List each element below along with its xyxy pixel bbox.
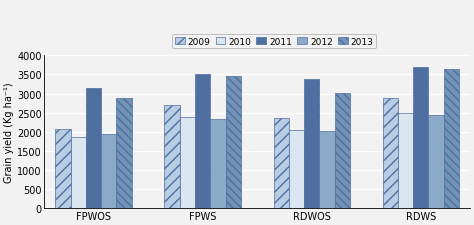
Bar <box>55 129 71 208</box>
Bar <box>273 118 289 208</box>
Bar <box>180 118 195 208</box>
Bar <box>444 70 459 208</box>
Y-axis label: Grain yield (Kg ha⁻¹): Grain yield (Kg ha⁻¹) <box>4 82 14 182</box>
Bar <box>117 99 132 208</box>
Bar <box>289 130 304 208</box>
Bar <box>195 75 210 208</box>
Bar <box>71 138 86 208</box>
Bar <box>335 94 350 208</box>
Bar <box>428 116 444 208</box>
Legend: 2009, 2010, 2011, 2012, 2013: 2009, 2010, 2011, 2012, 2013 <box>172 35 376 49</box>
Bar <box>164 106 180 208</box>
Bar <box>226 77 241 208</box>
Bar <box>319 131 335 208</box>
Bar <box>413 68 428 208</box>
Bar <box>383 99 398 208</box>
Bar <box>210 120 226 208</box>
Bar <box>304 80 319 208</box>
Bar <box>101 134 117 208</box>
Bar <box>86 88 101 208</box>
Bar <box>398 113 413 208</box>
